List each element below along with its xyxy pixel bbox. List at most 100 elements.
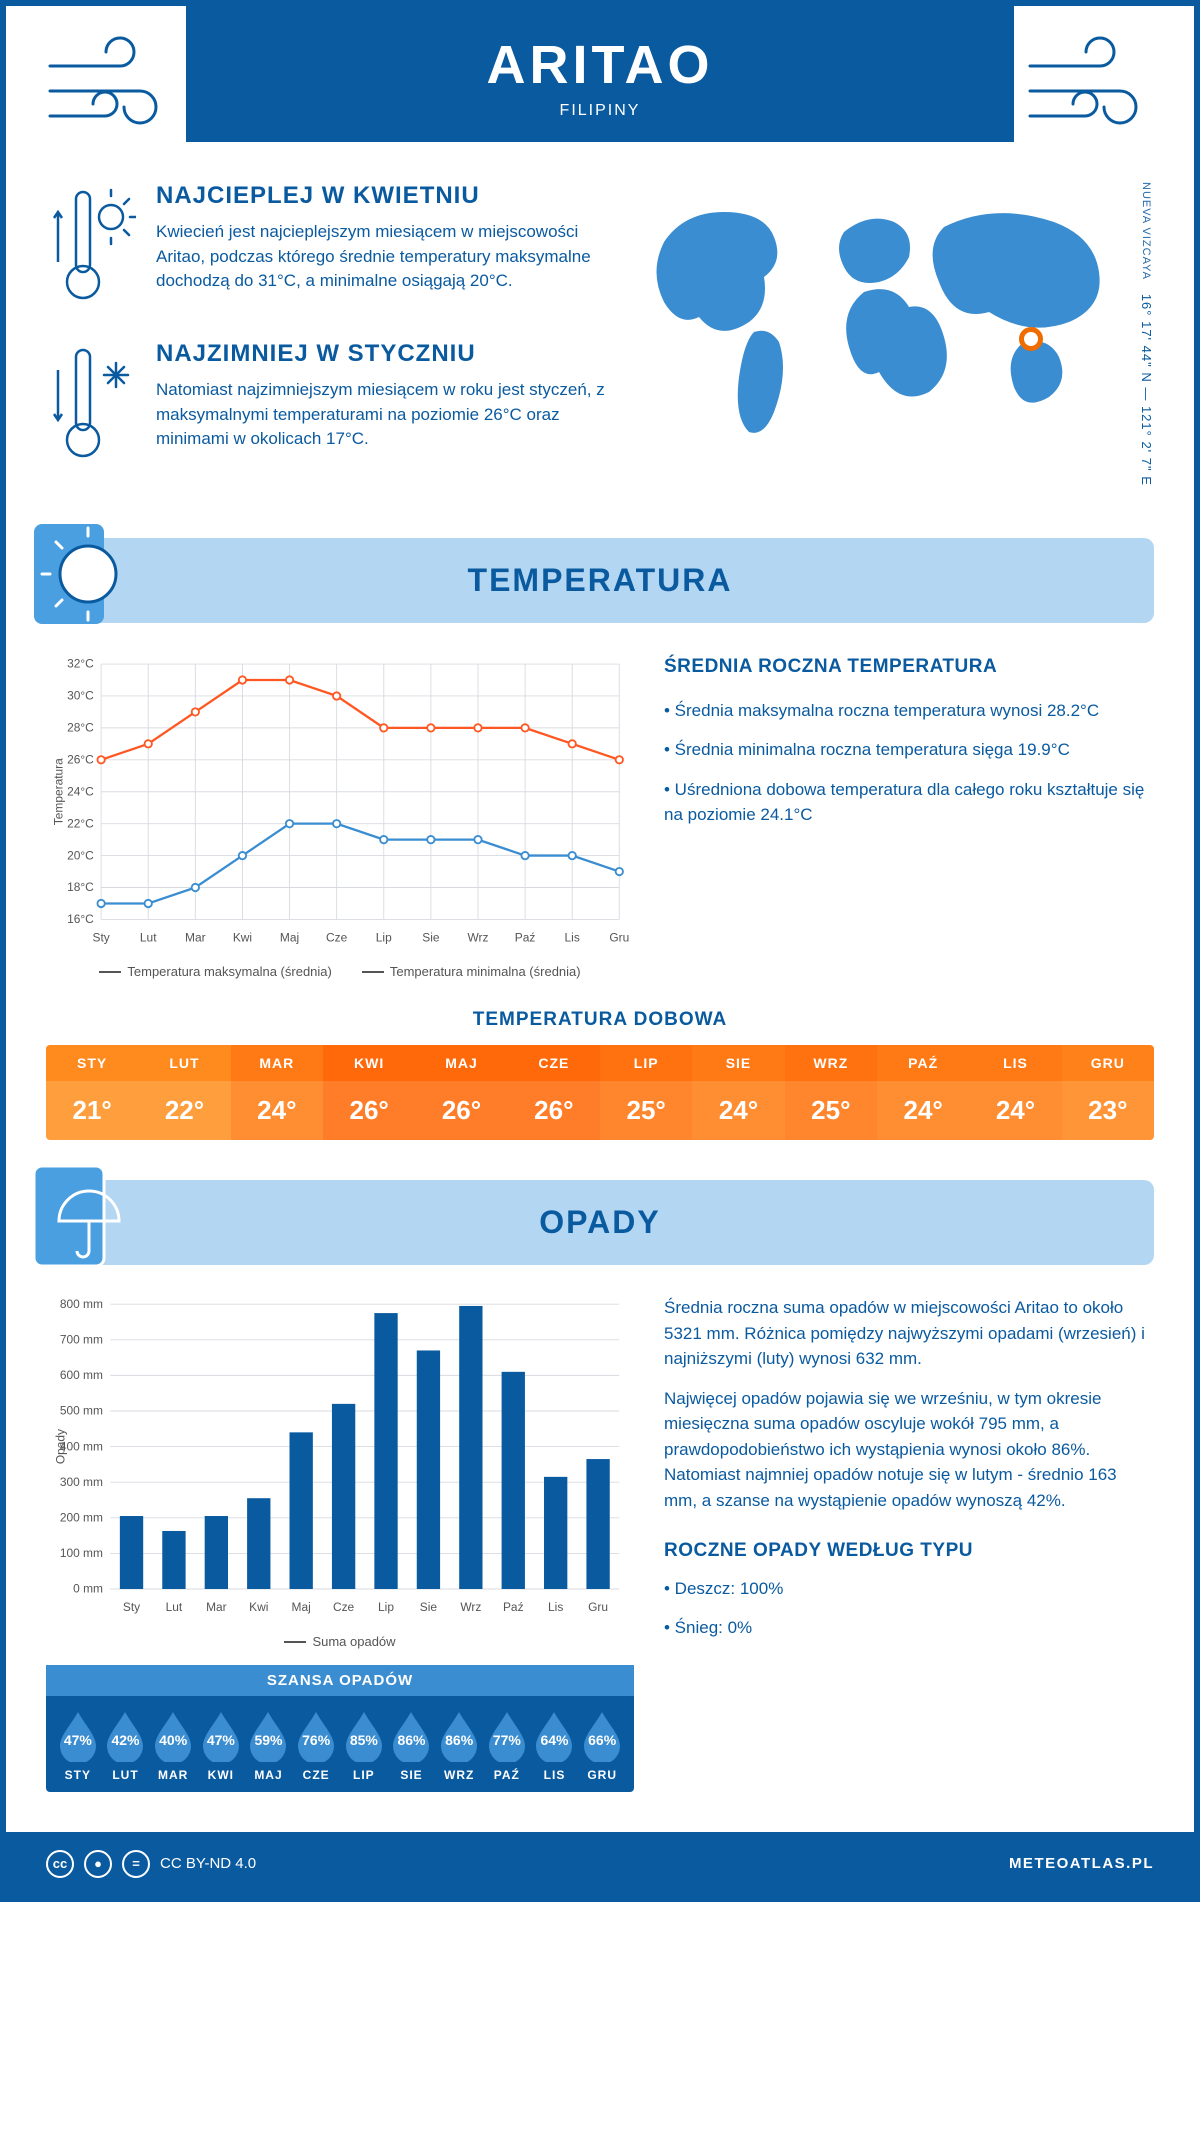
svg-text:22°C: 22°C: [67, 816, 94, 830]
daily-temp-value: 24°: [969, 1081, 1061, 1140]
svg-text:26°C: 26°C: [67, 752, 94, 766]
daily-temp-value: 21°: [46, 1081, 138, 1140]
svg-text:Lut: Lut: [140, 930, 157, 944]
precip-type-item: • Deszcz: 100%: [664, 1576, 1154, 1602]
temperature-legend: Temperatura maksymalna (średnia) Tempera…: [46, 964, 634, 979]
svg-text:Kwi: Kwi: [233, 930, 252, 944]
top-section: NAJCIEPLEJ W KWIETNIU Kwiecień jest najc…: [6, 172, 1194, 528]
svg-text:Lis: Lis: [565, 930, 580, 944]
coordinates: NUEVA VIZCAYA 16° 17' 44" N — 121° 2' 7"…: [1135, 182, 1156, 486]
svg-text:Gru: Gru: [588, 1600, 608, 1614]
month-header: LUT: [138, 1045, 230, 1081]
rain-chance-cell: 76% CZE: [292, 1710, 340, 1782]
site-name: METEOATLAS.PL: [1009, 1855, 1154, 1872]
temp-summary-item: • Średnia maksymalna roczna temperatura …: [664, 698, 1154, 724]
daily-temp-value: 26°: [415, 1081, 507, 1140]
svg-text:24°C: 24°C: [67, 784, 94, 798]
month-header: PAŹ: [877, 1045, 969, 1081]
nd-icon: =: [122, 1850, 150, 1878]
footer: cc ● = CC BY-ND 4.0 METEOATLAS.PL: [6, 1832, 1194, 1896]
daily-temp-value: 22°: [138, 1081, 230, 1140]
rain-chance-cell: 77% PAŹ: [483, 1710, 531, 1782]
raindrop-icon: 59%: [246, 1710, 290, 1762]
precip-type-item: • Śnieg: 0%: [664, 1615, 1154, 1641]
rain-chance-cell: 85% LIP: [340, 1710, 388, 1782]
raindrop-icon: 86%: [389, 1710, 433, 1762]
raindrop-icon: 42%: [103, 1710, 147, 1762]
svg-text:Cze: Cze: [333, 1600, 355, 1614]
svg-text:Paź: Paź: [515, 930, 536, 944]
month-header: GRU: [1062, 1045, 1154, 1081]
raindrop-icon: 66%: [580, 1710, 624, 1762]
svg-text:700 mm: 700 mm: [60, 1333, 103, 1347]
daily-temp-value: 23°: [1062, 1081, 1154, 1140]
svg-text:18°C: 18°C: [67, 880, 94, 894]
temperature-row: 16°C18°C20°C22°C24°C26°C28°C30°C32°CStyL…: [6, 623, 1194, 989]
thermometer-hot-icon: [46, 182, 136, 312]
svg-text:Wrz: Wrz: [460, 1600, 481, 1614]
temp-summary-item: • Średnia minimalna roczna temperatura s…: [664, 737, 1154, 763]
rain-chance-table: SZANSA OPADÓW 47% STY 42% LUT 40% MAR 47…: [46, 1665, 634, 1792]
svg-text:Sty: Sty: [93, 930, 110, 944]
month-header: WRZ: [785, 1045, 877, 1081]
svg-text:Maj: Maj: [292, 1600, 311, 1614]
daily-temp-value: 24°: [877, 1081, 969, 1140]
by-icon: ●: [84, 1850, 112, 1878]
raindrop-icon: 64%: [532, 1710, 576, 1762]
svg-text:Maj: Maj: [280, 930, 299, 944]
raindrop-icon: 40%: [151, 1710, 195, 1762]
svg-text:Gru: Gru: [609, 930, 629, 944]
rain-chance-cell: 86% WRZ: [435, 1710, 483, 1782]
svg-text:Lip: Lip: [376, 930, 392, 944]
rain-chance-cell: 64% LIS: [531, 1710, 579, 1782]
daily-temp-value: 24°: [692, 1081, 784, 1140]
rain-chance-cell: 40% MAR: [149, 1710, 197, 1782]
rain-chance-cell: 47% STY: [54, 1710, 102, 1782]
month-header: MAJ: [415, 1045, 507, 1081]
svg-text:Cze: Cze: [326, 930, 348, 944]
header: ARITAO FILIPINY: [186, 6, 1014, 142]
svg-text:Lut: Lut: [166, 1600, 183, 1614]
raindrop-icon: 76%: [294, 1710, 338, 1762]
thermometer-cold-icon: [46, 340, 136, 470]
daily-temp-value: 25°: [600, 1081, 692, 1140]
precip-summary: Średnia roczna suma opadów w miejscowośc…: [664, 1295, 1154, 1792]
svg-text:Sie: Sie: [422, 930, 440, 944]
svg-text:Temperatura: Temperatura: [52, 758, 66, 825]
svg-text:200 mm: 200 mm: [60, 1511, 103, 1525]
world-map: NUEVA VIZCAYA 16° 17' 44" N — 121° 2' 7"…: [634, 182, 1154, 498]
precip-bar-chart: 0 mm100 mm200 mm300 mm400 mm500 mm600 mm…: [46, 1295, 634, 1626]
coldest-text: Natomiast najzimniejszym miesiącem w rok…: [156, 378, 614, 452]
rain-chance-cell: 66% GRU: [578, 1710, 626, 1782]
raindrop-icon: 77%: [485, 1710, 529, 1762]
svg-text:Mar: Mar: [185, 930, 206, 944]
raindrop-icon: 47%: [56, 1710, 100, 1762]
svg-text:Lip: Lip: [378, 1600, 394, 1614]
svg-text:0 mm: 0 mm: [73, 1582, 103, 1596]
section-title-precip: OPADY: [46, 1180, 1154, 1265]
daily-temp-value: 26°: [508, 1081, 600, 1140]
month-header: STY: [46, 1045, 138, 1081]
svg-text:800 mm: 800 mm: [60, 1297, 103, 1311]
warmest-text: Kwiecień jest najcieplejszym miesiącem w…: [156, 220, 614, 294]
temp-summary-item: • Uśredniona dobowa temperatura dla całe…: [664, 777, 1154, 828]
svg-text:Mar: Mar: [206, 1600, 227, 1614]
month-header: LIP: [600, 1045, 692, 1081]
temperature-summary: ŚREDNIA ROCZNA TEMPERATURA • Średnia mak…: [664, 653, 1154, 979]
country-subtitle: FILIPINY: [186, 102, 1014, 120]
svg-text:500 mm: 500 mm: [60, 1404, 103, 1418]
license-text: CC BY-ND 4.0: [160, 1855, 256, 1872]
svg-text:30°C: 30°C: [67, 689, 94, 703]
daily-temp-title: TEMPERATURA DOBOWA: [6, 1009, 1194, 1031]
svg-text:Sie: Sie: [420, 1600, 438, 1614]
svg-text:Lis: Lis: [548, 1600, 563, 1614]
svg-text:Opady: Opady: [53, 1429, 67, 1464]
month-header: KWI: [323, 1045, 415, 1081]
precip-legend: Suma opadów: [46, 1634, 634, 1649]
svg-text:20°C: 20°C: [67, 848, 94, 862]
rain-chance-cell: 86% SIE: [388, 1710, 436, 1782]
svg-text:Paź: Paź: [503, 1600, 524, 1614]
section-title-temperature: TEMPERATURA: [46, 538, 1154, 623]
daily-temp-value: 26°: [323, 1081, 415, 1140]
cc-icon: cc: [46, 1850, 74, 1878]
